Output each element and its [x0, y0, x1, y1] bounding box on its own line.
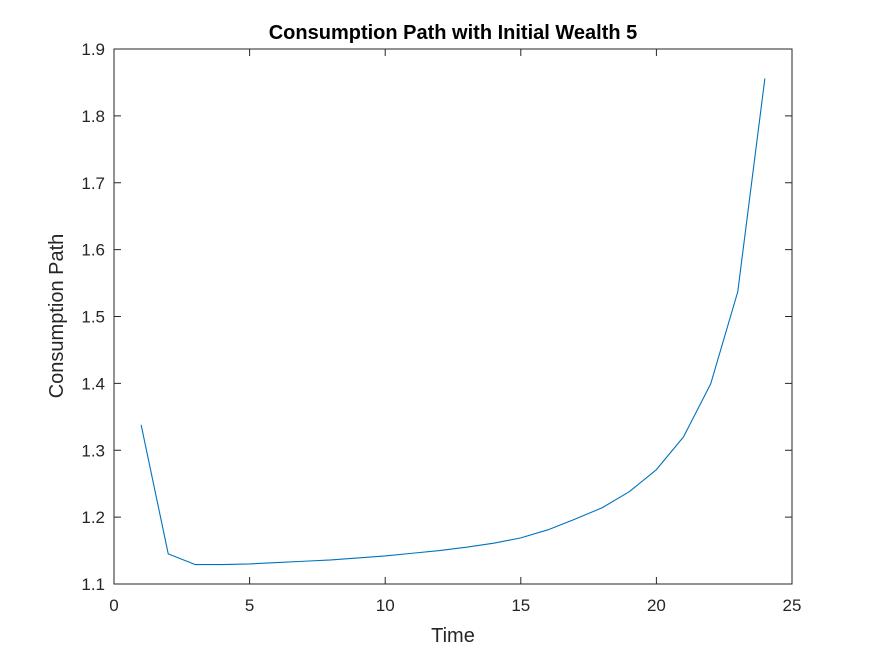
y-axis: 1.1 1.2 1.3 1.4 1.5 1.6 1.7 1.8 1.9: [81, 40, 792, 594]
x-axis-label: Time: [431, 625, 475, 647]
series-layer: [140, 78, 766, 566]
x-tick-label: 15: [511, 596, 530, 615]
x-tick-label: 5: [245, 596, 254, 615]
x-tick-label: 10: [376, 596, 395, 615]
chart-title: Consumption Path with Initial Wealth 5: [269, 22, 638, 44]
y-tick-label: 1.1: [81, 575, 105, 594]
x-tick-label: 25: [783, 596, 802, 615]
y-tick-label: 1.8: [81, 107, 105, 126]
y-tick-label: 1.3: [81, 441, 105, 460]
y-tick-label: 1.5: [81, 308, 105, 327]
x-tick-label: 0: [109, 596, 118, 615]
x-axis: 0 5 10 15 20 25: [109, 49, 801, 615]
y-tick-label: 1.2: [81, 508, 105, 527]
y-tick-label: 1.7: [81, 174, 105, 193]
plot-area: [113, 48, 793, 585]
y-tick-label: 1.4: [81, 374, 105, 393]
y-tick-label: 1.6: [81, 241, 105, 260]
y-axis-label: Consumption Path: [46, 234, 68, 399]
y-tick-label: 1.9: [81, 40, 105, 59]
series-line: [140, 78, 766, 566]
x-tick-label: 20: [647, 596, 666, 615]
